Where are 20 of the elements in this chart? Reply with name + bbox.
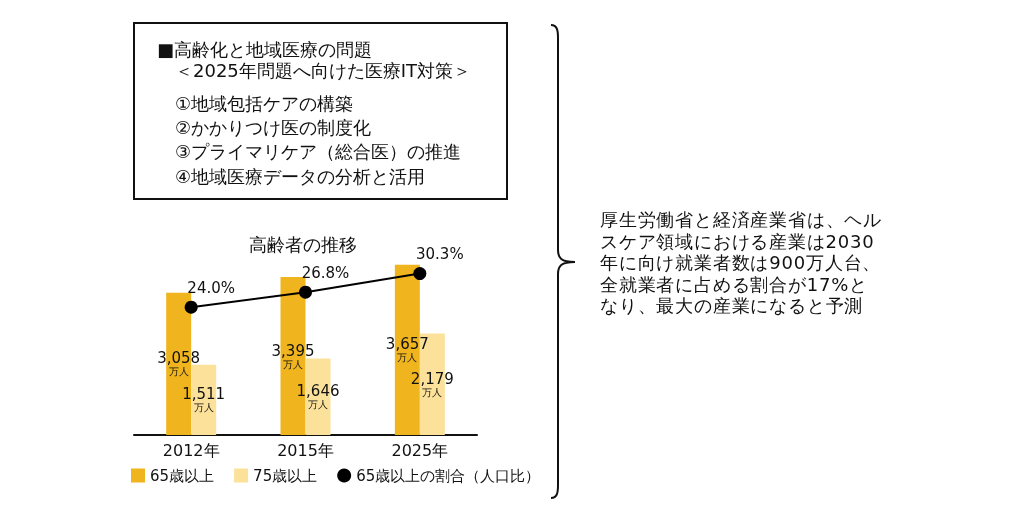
text: ②かかりつけ医の制度化 xyxy=(175,117,372,139)
text: ■高齢化と地域医療の問題 xyxy=(157,39,373,61)
x-tick-label: 2012年 xyxy=(162,440,220,460)
text: ＜2025年問題へ向けた医療IT対策＞ xyxy=(175,60,472,82)
data-label: 1,646万人 xyxy=(296,382,340,411)
data-label: 30.3% xyxy=(416,245,464,264)
text: ④地域医療データの分析と活用 xyxy=(175,166,426,188)
legend-label: 65歳以上の割合（人口比） xyxy=(356,466,541,485)
data-label: 26.8% xyxy=(301,263,350,282)
x-tick-label: 2025年 xyxy=(391,440,449,460)
data-label: 24.0% xyxy=(187,278,235,297)
text: 厚生労働省と経済産業省は、ヘルスケア領域における産業は2030年に向け就業者数は900万人台、全就業者に占める割合が17%となり、最大の産業になると予測 xyxy=(600,209,883,317)
text: ③プライマリケア（総合医）の推進 xyxy=(175,141,462,163)
legend-label: 75歳以上 xyxy=(253,466,318,485)
chart-title: 高齢者の推移 xyxy=(248,233,357,255)
text: ①地域包括ケアの構築 xyxy=(175,93,354,115)
data-label: 2,179万人 xyxy=(410,369,454,398)
data-label: 1,511万人 xyxy=(182,385,226,414)
legend-label: 65歳以上 xyxy=(150,466,215,485)
x-tick-label: 2015年 xyxy=(277,440,334,460)
